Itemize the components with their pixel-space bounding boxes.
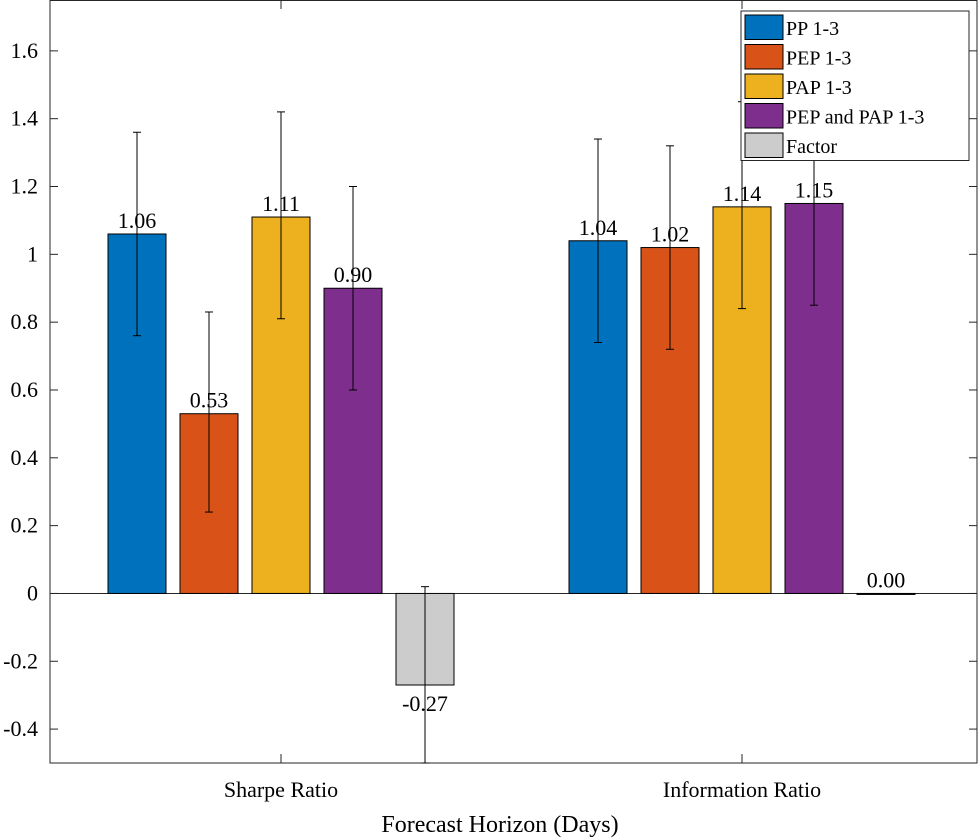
data-label: 1.06: [118, 208, 157, 233]
legend-label: PEP and PAP 1-3: [786, 107, 924, 129]
legend-swatch: [744, 44, 784, 70]
y-tick-label: 0.8: [11, 309, 39, 334]
legend-swatch: [744, 73, 784, 99]
data-label: 1.15: [795, 177, 834, 202]
data-label: 1.14: [723, 181, 762, 206]
bar: [856, 592, 916, 595]
y-tick-label: 0: [27, 580, 38, 605]
legend-label: Factor: [786, 136, 837, 158]
y-tick-label: 0.6: [11, 377, 39, 402]
legend-label: PP 1-3: [786, 18, 839, 40]
x-tick-label: Sharpe Ratio: [224, 777, 338, 802]
y-tick-label: 1.2: [11, 174, 39, 199]
data-label: 0.90: [334, 262, 373, 287]
legend-label: PAP 1-3: [786, 77, 852, 99]
data-label: 1.04: [579, 215, 618, 240]
y-tick-label: 0.2: [11, 513, 39, 538]
y-tick-label: 1: [27, 241, 38, 266]
y-tick-label: 1.4: [11, 106, 39, 131]
legend-swatch: [744, 14, 784, 40]
x-tick-label: Information Ratio: [663, 777, 821, 802]
y-tick-label: -0.4: [3, 716, 38, 741]
data-label: 1.02: [651, 222, 690, 247]
legend-label: PEP 1-3: [786, 48, 851, 70]
legend-swatch: [744, 103, 784, 129]
y-tick-label: 1.6: [11, 38, 39, 63]
data-label: -0.27: [402, 691, 448, 716]
y-tick-label: 0.4: [11, 445, 39, 470]
legend-swatch: [744, 132, 784, 158]
plot-frame: [49, 0, 978, 764]
x-axis-label: Forecast Horizon (Days): [381, 812, 618, 838]
y-tick-label: -0.2: [3, 648, 38, 673]
data-label: 1.11: [262, 191, 300, 216]
data-label: 0.53: [190, 388, 229, 413]
data-label: 0.00: [867, 567, 906, 592]
